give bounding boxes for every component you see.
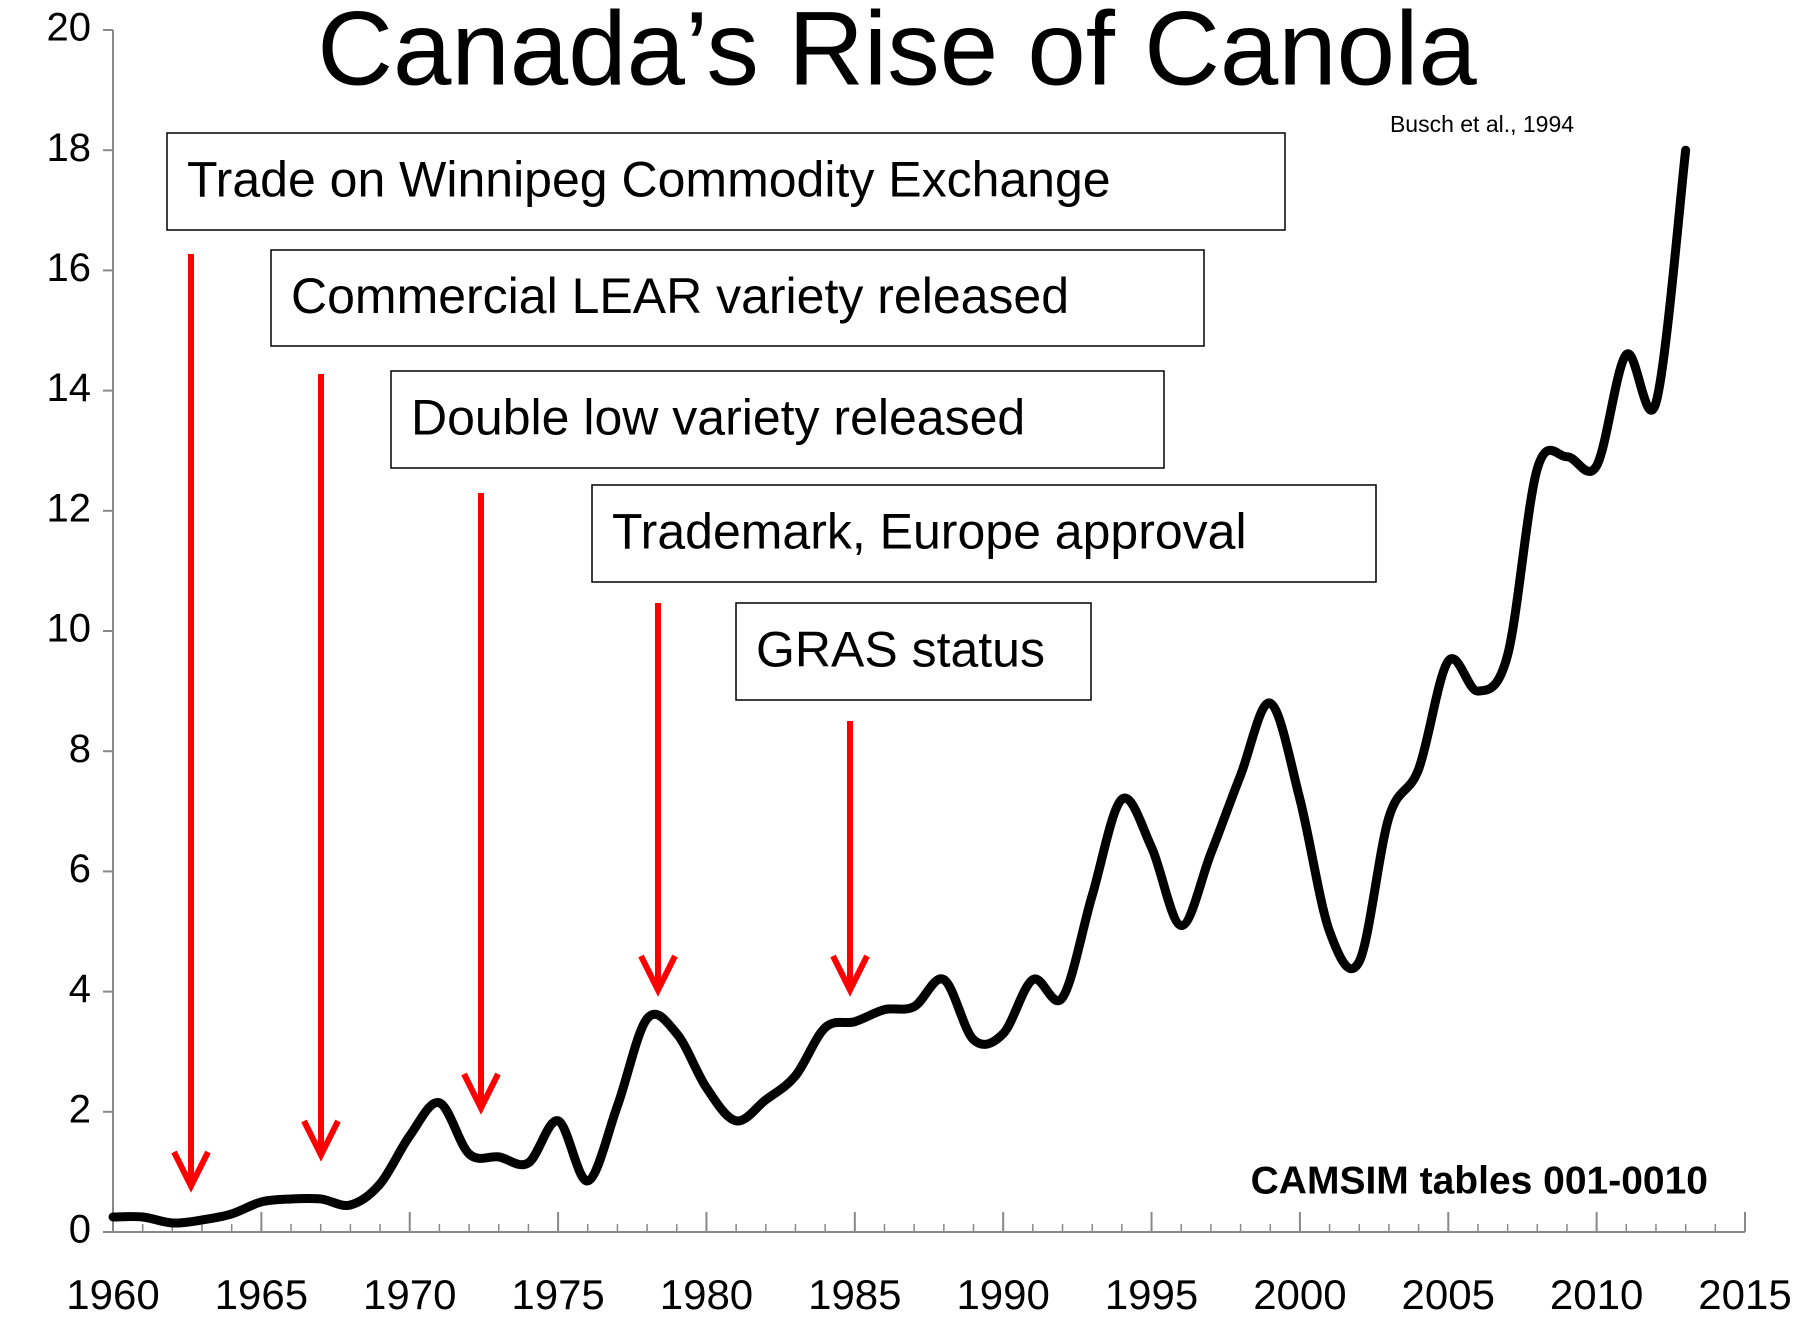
source-note: CAMSIM tables 001-0010: [1251, 1159, 1708, 1202]
x-tick-label: 1960: [66, 1271, 159, 1318]
y-tick-label: 8: [69, 727, 91, 771]
y-tick-label: 0: [69, 1208, 91, 1252]
x-tick-label: 2015: [1698, 1271, 1791, 1318]
y-tick-label: 18: [47, 126, 92, 170]
annotation-text: GRAS status: [756, 622, 1045, 678]
annotation-box: [735, 602, 1092, 701]
x-tick-label: 2000: [1253, 1271, 1346, 1318]
arrow-head: [461, 1072, 501, 1115]
annotation-box: [270, 249, 1205, 347]
data-line: [108, 145, 1691, 1228]
y-tick-label: 10: [47, 607, 92, 651]
annotation-text: Trade on Winnipeg Commodity Exchange: [187, 152, 1111, 208]
annotation-box: [166, 132, 1286, 231]
annotation-text: Commercial LEAR variety released: [291, 268, 1069, 324]
y-tick-label: 16: [47, 246, 92, 290]
y-tick-label: 20: [47, 6, 92, 50]
y-tick-label: 4: [69, 967, 91, 1011]
annotation-text: Double low variety released: [411, 390, 1025, 446]
arrow-head: [830, 954, 870, 997]
chart-title: Canada’s Rise of Canola: [317, 0, 1477, 108]
annotation-box: [591, 484, 1377, 583]
annotation-box: [390, 370, 1165, 469]
arrow-head: [171, 1150, 211, 1193]
x-tick-label: 1980: [660, 1271, 753, 1318]
arrow-head: [638, 954, 678, 997]
x-tick-label: 2005: [1402, 1271, 1495, 1318]
x-tick-label: 1995: [1105, 1271, 1198, 1318]
annotation-text: Trademark, Europe approval: [612, 504, 1247, 560]
x-tick-label: 1985: [808, 1271, 901, 1318]
citation: Busch et al., 1994: [1390, 111, 1574, 137]
y-tick-label: 2: [69, 1087, 91, 1131]
y-tick-label: 6: [69, 847, 91, 891]
arrow-head: [301, 1119, 341, 1162]
x-tick-label: 1975: [511, 1271, 604, 1318]
y-tick-label: 12: [47, 486, 92, 530]
x-tick-label: 2010: [1550, 1271, 1643, 1318]
y-tick-label: 14: [47, 366, 92, 410]
x-tick-label: 1965: [215, 1271, 308, 1318]
x-tick-label: 1990: [956, 1271, 1049, 1318]
x-tick-label: 1970: [363, 1271, 456, 1318]
